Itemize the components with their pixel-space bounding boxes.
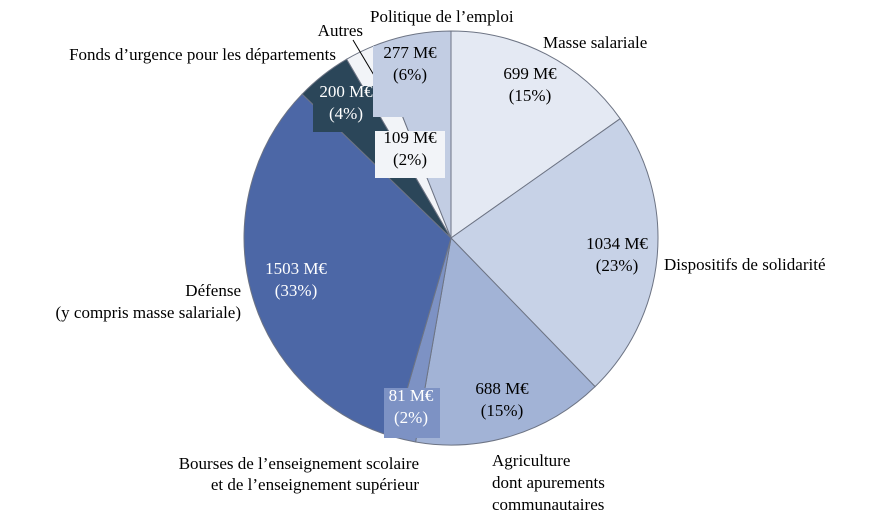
category-label-agriculture: Agriculture	[492, 451, 570, 470]
category-label-defense: (y compris masse salariale)	[55, 303, 241, 322]
percent-label-bourses: (2%)	[394, 408, 428, 427]
pie-slice-agriculture	[415, 236, 596, 446]
value-label-agriculture: 688 M€	[475, 379, 529, 398]
value-label-emploi: 277 M€	[383, 43, 437, 62]
value-label-masse: 699 M€	[503, 64, 557, 83]
category-label-masse: Masse salariale	[543, 33, 647, 52]
value-label-solidarite: 1034 M€	[586, 234, 648, 253]
value-labels: 699 M€ (15%) 1034 M€ (23%) 688 M€ (15%) 81 M€ (…	[265, 43, 648, 438]
value-label-autres: 109 M€	[383, 128, 437, 147]
pie-slice-defense	[243, 93, 452, 438]
category-label-emploi: Politique de l’emploi	[370, 7, 514, 26]
category-label-autres: Autres	[318, 21, 363, 40]
category-label-bourses: Bourses de l’enseignement scolaire	[179, 454, 419, 473]
value-label-bourses: 81 M€	[389, 386, 434, 405]
percent-label-solidarite: (23%)	[596, 256, 638, 275]
category-label-defense: Défense	[185, 281, 241, 300]
category-label-agriculture: dont apurements	[492, 473, 605, 492]
percent-label-masse: (15%)	[509, 86, 551, 105]
value-box-autres	[375, 131, 445, 178]
percent-label-emploi: (6%)	[393, 65, 427, 84]
category-label-solidarite: Dispositifs de solidarité	[664, 255, 825, 274]
category-label-bourses: et de l’enseignement supérieur	[211, 475, 420, 494]
value-box-emploi	[373, 46, 447, 117]
percent-label-autres: (2%)	[393, 150, 427, 169]
percent-label-fonds: (4%)	[329, 104, 363, 123]
pie-slice-solidarite	[450, 118, 659, 388]
value-label-fonds: 200 M€	[319, 82, 373, 101]
value-box-bourses	[384, 388, 440, 438]
category-label-fonds: Fonds d’urgence pour les départements	[69, 45, 336, 64]
category-labels: Masse salariale Dispositifs de solidarité…	[55, 7, 825, 514]
pie-slice-masse	[450, 30, 621, 239]
category-label-agriculture: communautaires	[492, 495, 604, 514]
percent-label-defense: (33%)	[275, 281, 317, 300]
value-box-fonds	[313, 86, 380, 132]
value-label-defense: 1503 M€	[265, 259, 327, 278]
percent-label-agriculture: (15%)	[481, 401, 523, 420]
